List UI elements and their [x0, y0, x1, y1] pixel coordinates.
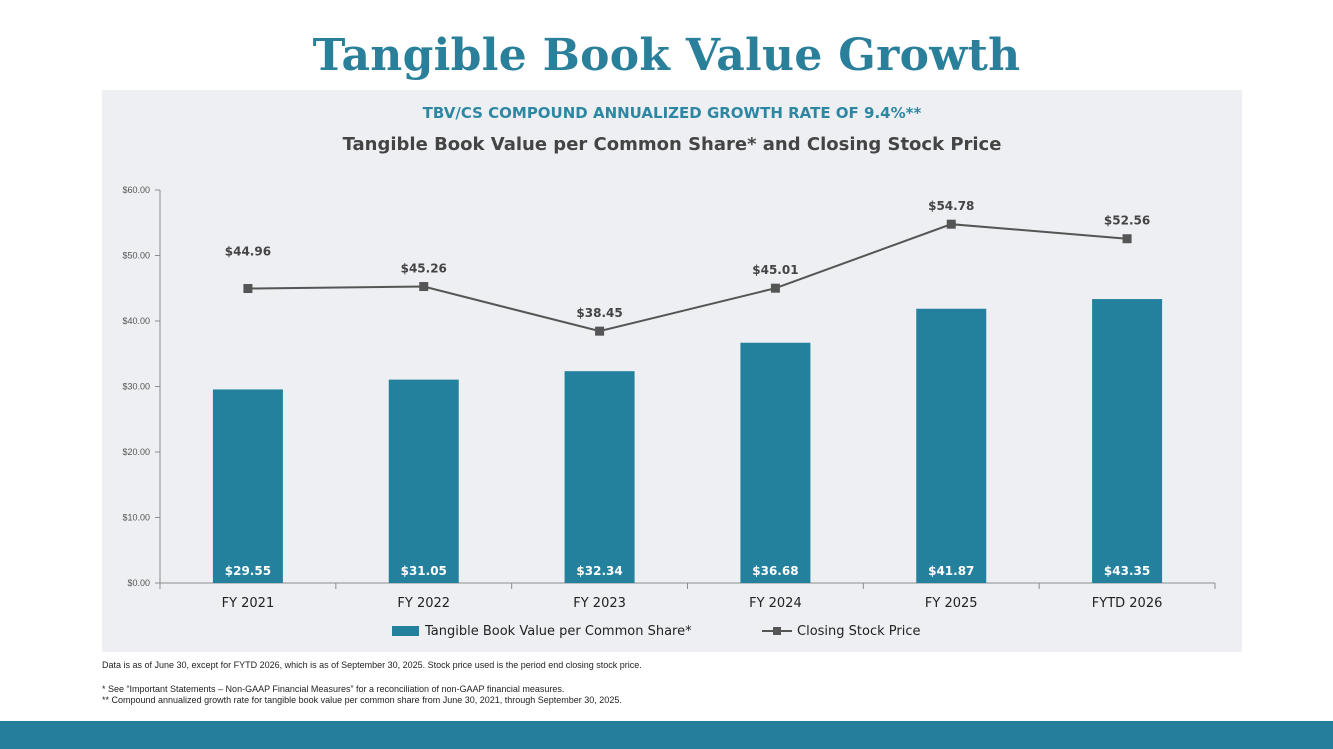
stock-price-marker: [1122, 234, 1132, 244]
bar-value-label: $32.34: [576, 564, 622, 578]
legend-label-tbv: Tangible Book Value per Common Share*: [424, 624, 692, 639]
bar-tbv: [212, 389, 283, 583]
bar-tbv: [740, 342, 811, 583]
y-tick-label: $50.00: [122, 251, 150, 261]
stock-price-marker: [243, 284, 253, 294]
bar-tbv: [1092, 299, 1163, 583]
y-tick-label: $30.00: [122, 382, 150, 392]
bar-tbv: [388, 379, 459, 583]
x-category-label: FYTD 2026: [1092, 596, 1163, 611]
footnote-data-as-of: Data is as of June 30, except for FYTD 2…: [102, 660, 642, 670]
chart-panel: TBV/CS COMPOUND ANNUALIZED GROWTH RATE O…: [102, 90, 1242, 652]
footnote-non-gaap: * See “Important Statements – Non-GAAP F…: [102, 684, 565, 694]
stock-price-label: $52.56: [1104, 214, 1150, 228]
page-title: Tangible Book Value Growth: [312, 30, 1021, 81]
chart-title: Tangible Book Value per Common Share* an…: [343, 134, 1002, 155]
chart-subtitle: TBV/CS COMPOUND ANNUALIZED GROWTH RATE O…: [423, 104, 922, 122]
bar-value-label: $41.87: [928, 564, 974, 578]
stock-price-marker: [419, 282, 429, 292]
y-tick-label: $60.00: [122, 185, 150, 195]
stock-price-marker: [770, 283, 780, 293]
y-tick-label: $10.00: [122, 513, 150, 523]
legend-swatch-tbv: [392, 626, 419, 636]
bar-tbv: [916, 308, 987, 583]
legend-label-stock: Closing Stock Price: [797, 624, 920, 639]
footer-bar: [0, 721, 1333, 749]
x-category-label: FY 2021: [222, 596, 275, 611]
stock-price-label: $44.96: [225, 245, 271, 259]
stock-price-marker: [946, 219, 956, 229]
y-tick-label: $0.00: [127, 578, 150, 588]
stock-price-label: $54.78: [928, 199, 974, 213]
bar-value-label: $43.35: [1104, 564, 1150, 578]
x-category-label: FY 2023: [573, 596, 626, 611]
y-tick-label: $40.00: [122, 316, 150, 326]
footnotes: Data is as of June 30, except for FYTD 2…: [102, 660, 1242, 706]
stock-price-label: $45.01: [752, 263, 798, 277]
stock-price-marker: [595, 326, 605, 336]
bar-value-label: $29.55: [225, 564, 271, 578]
y-tick-label: $20.00: [122, 447, 150, 457]
stock-price-label: $38.45: [576, 306, 622, 320]
bar-value-label: $31.05: [401, 564, 447, 578]
bar-tbv: [564, 371, 635, 583]
footnote-growth-rate: ** Compound annualized growth rate for t…: [102, 695, 622, 705]
x-category-label: FY 2024: [749, 596, 802, 611]
x-category-label: FY 2022: [397, 596, 450, 611]
stock-price-label: $45.26: [401, 262, 447, 276]
x-category-label: FY 2025: [925, 596, 978, 611]
legend-marker-stock: [773, 627, 781, 635]
bar-value-label: $36.68: [752, 564, 798, 578]
line-stock-price: [247, 223, 1128, 333]
tbv-chart: TBV/CS COMPOUND ANNUALIZED GROWTH RATE O…: [122, 104, 1216, 639]
